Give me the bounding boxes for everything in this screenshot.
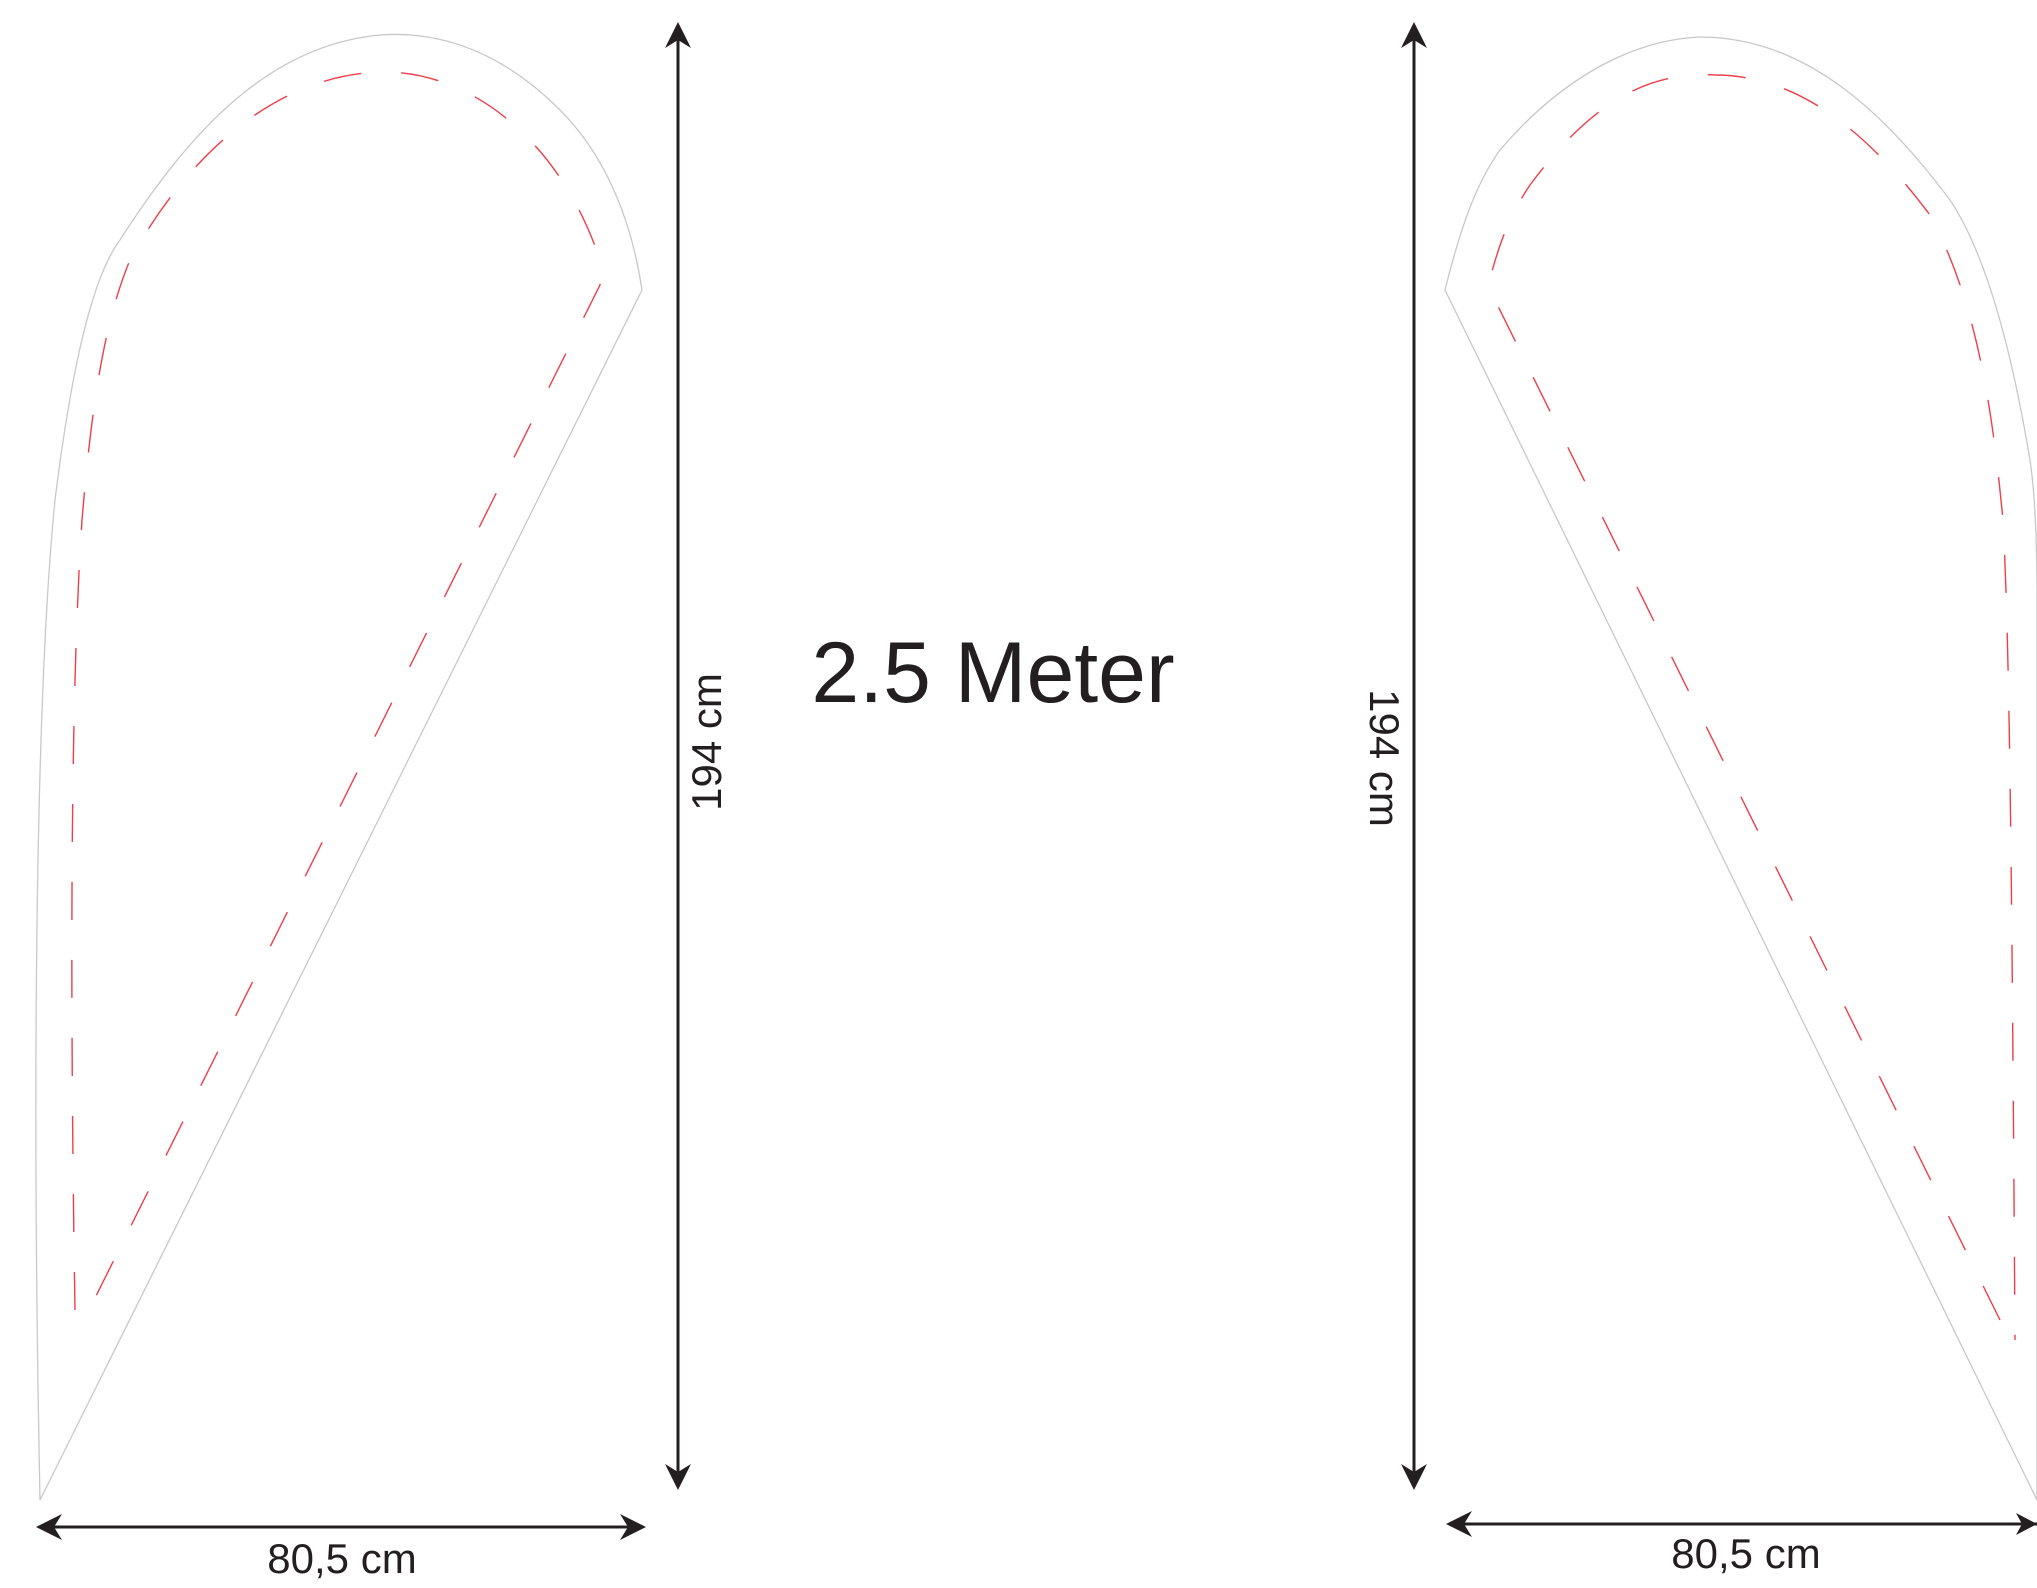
left-height-arrow-bottom-icon bbox=[665, 1464, 691, 1490]
right-flag-seam-line bbox=[1487, 73, 2016, 1341]
left-width-dimension: 80,5 cm bbox=[36, 1514, 646, 1582]
right-height-arrow-bottom-icon bbox=[1401, 1464, 1427, 1490]
left-width-arrow-right-icon bbox=[620, 1514, 646, 1540]
left-height-arrow-top-icon bbox=[665, 22, 691, 48]
right-width-arrow-right-icon bbox=[2016, 1513, 2037, 1535]
page-title: 2.5 Meter bbox=[811, 625, 1174, 721]
left-flag-outline bbox=[35, 33, 643, 1501]
left-height-dimension: 194 cm bbox=[665, 22, 730, 1490]
right-height-dimension: 194 cm bbox=[1361, 22, 1427, 1490]
left-width-arrow-left-icon bbox=[36, 1514, 62, 1540]
right-flag bbox=[1444, 36, 2037, 1501]
right-width-label: 80,5 cm bbox=[1671, 1530, 1820, 1577]
right-height-label: 194 cm bbox=[1361, 689, 1408, 827]
left-flag-seam-line bbox=[71, 71, 601, 1313]
right-width-dimension: 80,5 cm bbox=[1446, 1511, 2037, 1577]
left-flag bbox=[35, 33, 643, 1501]
left-width-label: 80,5 cm bbox=[267, 1535, 416, 1582]
right-height-arrow-top-icon bbox=[1401, 22, 1427, 48]
right-flag-outline bbox=[1444, 36, 2037, 1501]
left-height-label: 194 cm bbox=[683, 673, 730, 811]
right-width-arrow-left-icon bbox=[1446, 1511, 1472, 1537]
